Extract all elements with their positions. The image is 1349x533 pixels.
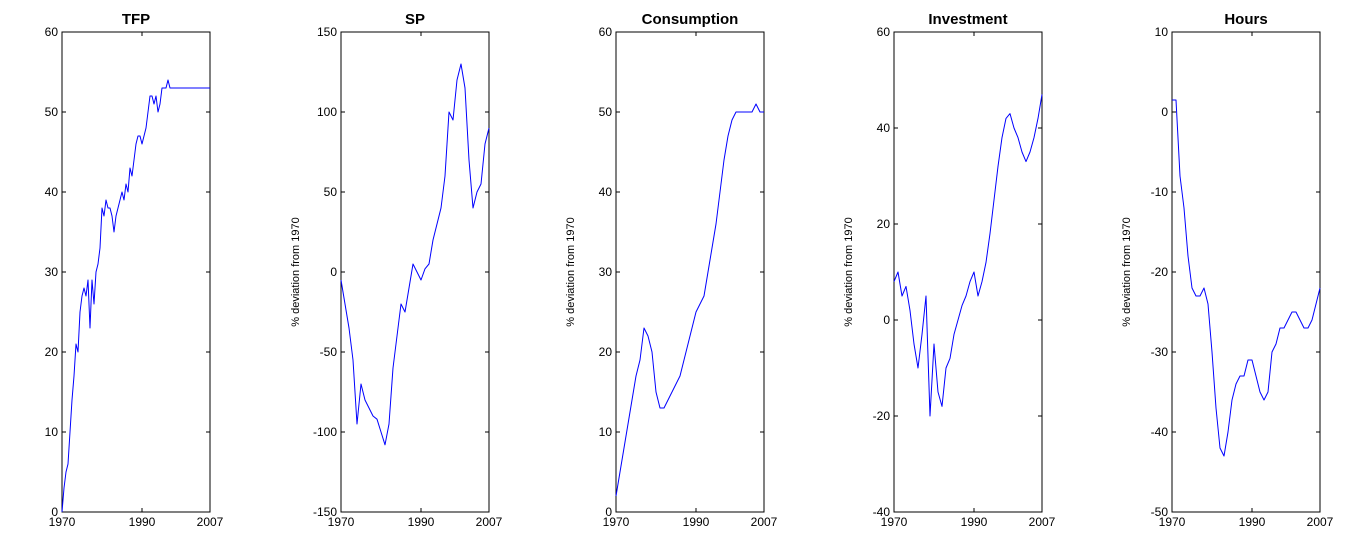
y-tick-label: 0 xyxy=(51,505,58,519)
y-tick-label: 60 xyxy=(45,25,59,39)
x-tick-label: 1970 xyxy=(328,515,355,529)
x-tick-label: 1970 xyxy=(881,515,908,529)
y-tick-label: -20 xyxy=(1151,265,1169,279)
y-tick-label: -100 xyxy=(313,425,337,439)
y-tick-label: -50 xyxy=(1151,505,1169,519)
x-tick-label: 2007 xyxy=(197,515,224,529)
y-tick-label: 60 xyxy=(599,25,613,39)
y-tick-label: 20 xyxy=(599,345,613,359)
chart-panel-4: Hours -50 -40 -30 -20 -10 0 10 1970 1990 2007 % dev… xyxy=(1121,11,1334,529)
y-tick-label: 10 xyxy=(45,425,59,439)
series-line xyxy=(1172,99,1321,457)
y-tick-label: 10 xyxy=(599,425,613,439)
y-tick-label: 40 xyxy=(877,121,891,135)
chart-panel-2: Consumption 0 10 20 30 40 50 60 1970 1990 2007 % de… xyxy=(565,11,778,529)
chart-title: TFP xyxy=(122,11,150,28)
chart-title: SP xyxy=(405,11,425,28)
y-tick-label: -150 xyxy=(313,505,337,519)
y-tick-label: 150 xyxy=(317,25,337,39)
y-tick-label: 60 xyxy=(877,25,891,39)
y-tick-label: 0 xyxy=(330,265,337,279)
chart-panel-3: Investment -40 -20 0 20 40 60 1970 1990 2007 % dev… xyxy=(843,11,1056,529)
x-tick-label: 2007 xyxy=(1029,515,1056,529)
x-tick-label: 1990 xyxy=(961,515,988,529)
y-axis-label: % deviation from 1970 xyxy=(290,217,302,326)
y-tick-label: 50 xyxy=(324,185,338,199)
series-line xyxy=(615,103,764,497)
y-tick-label: 40 xyxy=(45,185,59,199)
y-tick-label: 100 xyxy=(317,105,337,119)
x-tick-label: 1990 xyxy=(683,515,710,529)
chart-title: Investment xyxy=(928,11,1007,28)
y-tick-label: 0 xyxy=(605,505,612,519)
y-axis-label: % deviation from 1970 xyxy=(843,217,855,326)
series-line xyxy=(893,94,1043,417)
axes-box xyxy=(615,31,765,513)
y-tick-label: -40 xyxy=(873,505,891,519)
y-axis-label: % deviation from 1970 xyxy=(565,217,577,326)
y-tick-label: 20 xyxy=(45,345,59,359)
y-tick-label: 0 xyxy=(883,313,890,327)
x-tick-label: 1990 xyxy=(1239,515,1266,529)
series-line xyxy=(340,63,490,446)
y-tick-label: -10 xyxy=(1151,185,1169,199)
chart-title: Hours xyxy=(1224,11,1267,28)
y-tick-label: 10 xyxy=(1155,25,1169,39)
y-axis-label: % deviation from 1970 xyxy=(1121,217,1133,326)
y-tick-label: -30 xyxy=(1151,345,1169,359)
y-tick-label: -50 xyxy=(320,345,338,359)
y-tick-label: 30 xyxy=(45,265,59,279)
axes-box xyxy=(1171,31,1321,513)
series-line xyxy=(61,79,210,513)
x-tick-label: 1990 xyxy=(129,515,156,529)
axes-box xyxy=(893,31,1043,513)
y-tick-label: -40 xyxy=(1151,425,1169,439)
x-tick-label: 1970 xyxy=(603,515,630,529)
y-tick-label: 50 xyxy=(599,105,613,119)
y-tick-label: -20 xyxy=(873,409,891,423)
x-tick-label: 2007 xyxy=(476,515,503,529)
y-tick-label: 50 xyxy=(45,105,59,119)
x-tick-label: 1970 xyxy=(1159,515,1186,529)
chart-panel-1: SP -150 -100 -50 0 50 100 150 1970 1990 2007 % devi… xyxy=(290,11,503,529)
y-tick-label: 20 xyxy=(877,217,891,231)
x-tick-label: 2007 xyxy=(1307,515,1334,529)
x-tick-label: 1990 xyxy=(408,515,435,529)
y-tick-label: 40 xyxy=(599,185,613,199)
axes-box xyxy=(340,31,490,513)
y-tick-label: 0 xyxy=(1161,105,1168,119)
chart-title: Consumption xyxy=(642,11,739,28)
chart-panel-0: TFP 0 10 20 30 40 50 60 1970 1990 2007 xyxy=(45,11,224,529)
x-tick-label: 2007 xyxy=(751,515,778,529)
y-tick-label: 30 xyxy=(599,265,613,279)
x-tick-label: 1970 xyxy=(49,515,76,529)
axes-box xyxy=(61,31,211,513)
